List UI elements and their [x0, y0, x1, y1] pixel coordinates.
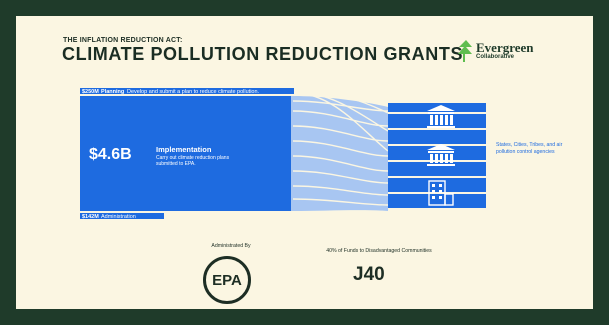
implementation-block [80, 96, 291, 211]
flow-fan [291, 96, 388, 211]
j40-caption: 40% of Funds to Disadvantaged Communitie… [326, 248, 432, 254]
leaf-logo-icon [458, 40, 472, 62]
planning-label: Planning [101, 89, 124, 95]
logo-subtitle: Collaborative [476, 54, 515, 60]
destination-bar [388, 178, 486, 192]
administration-label: Administration [101, 214, 136, 220]
administration-amount: $142M [82, 214, 99, 220]
building-icon [428, 180, 454, 206]
implementation-description: Carry out climate reduction plans submit… [156, 155, 230, 167]
implementation-text: Implementation Carry out climate reducti… [156, 145, 246, 167]
administration-bar [80, 213, 164, 219]
implementation-amount: $4.6B [89, 146, 132, 163]
planning-amount: $250M [82, 89, 99, 95]
planning-bar [80, 88, 294, 94]
planning-description: Develop and submit a plan to reduce clim… [127, 89, 260, 95]
page-title: CLIMATE POLLUTION REDUCTION GRANTS [62, 44, 464, 64]
implementation-label: Implementation [156, 145, 212, 154]
building-icon [427, 144, 455, 166]
administered-by-caption: Administrated By [211, 243, 251, 249]
funding-flow-diagram: $250M Planning Develop and submit a plan… [80, 88, 486, 220]
flow-lines [292, 89, 389, 206]
recipients-label: States, Cities, Tribes, and air pollutio… [496, 142, 563, 155]
destination-bar [388, 162, 486, 176]
kicker-text: THE INFLATION REDUCTION ACT: [63, 37, 183, 44]
destination-bar [388, 130, 486, 144]
epa-seal: EPA [203, 256, 251, 304]
logo-name: Evergreen [476, 40, 534, 55]
j40-logo: J40 [353, 264, 385, 285]
building-icon [427, 105, 455, 128]
destination-bar [388, 194, 486, 208]
evergreen-logo: Evergreen Collaborative [456, 39, 566, 65]
